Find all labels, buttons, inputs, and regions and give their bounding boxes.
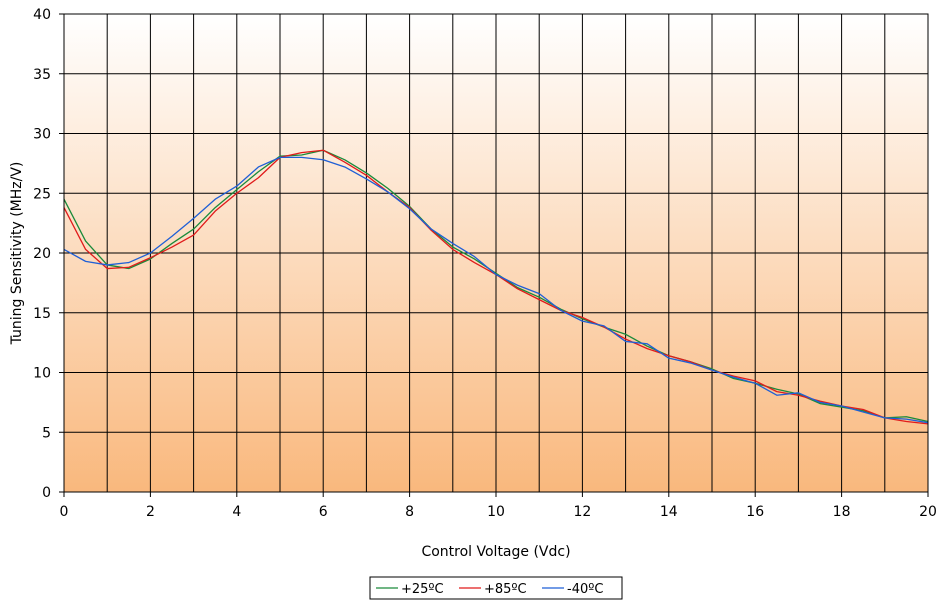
legend-box bbox=[369, 576, 623, 600]
x-tick-label: 0 bbox=[60, 504, 69, 520]
x-axis-ticks: 0 2 4 6 8 10 12 14 16 18 20 bbox=[60, 492, 937, 520]
y-tick-label: 35 bbox=[33, 67, 51, 83]
x-tick-label: 14 bbox=[660, 504, 678, 520]
y-tick-label: 5 bbox=[42, 425, 51, 441]
y-axis-ticks: 0 5 10 15 20 25 30 35 40 bbox=[33, 7, 64, 501]
legend: +25ºC +85ºC -40ºC bbox=[369, 576, 623, 600]
series-line-2 bbox=[63, 156, 929, 424]
x-tick-label: 16 bbox=[746, 504, 764, 520]
y-tick-label: 0 bbox=[42, 485, 51, 501]
legend-label: +85ºC bbox=[484, 582, 527, 597]
y-axis-label: Tuning Sensitivity (MHz/V) bbox=[9, 162, 25, 346]
series-line-0 bbox=[63, 149, 929, 423]
y-tick-label: 10 bbox=[33, 366, 51, 382]
y-tick-label: 25 bbox=[33, 186, 51, 202]
series-layer bbox=[63, 149, 929, 425]
x-tick-label: 8 bbox=[405, 504, 414, 520]
y-tick-label: 15 bbox=[33, 306, 51, 322]
x-tick-label: 2 bbox=[146, 504, 155, 520]
grid bbox=[64, 14, 928, 492]
y-tick-label: 30 bbox=[33, 127, 51, 143]
x-tick-label: 4 bbox=[232, 504, 241, 520]
x-tick-label: 18 bbox=[833, 504, 851, 520]
legend-label: +25ºC bbox=[401, 582, 444, 597]
x-tick-label: 10 bbox=[487, 504, 505, 520]
x-tick-label: 6 bbox=[319, 504, 328, 520]
legend-label: -40ºC bbox=[567, 582, 603, 597]
x-tick-label: 12 bbox=[573, 504, 591, 520]
y-tick-label: 40 bbox=[33, 7, 51, 23]
y-tick-label: 20 bbox=[33, 246, 51, 262]
x-tick-label: 20 bbox=[919, 504, 937, 520]
x-axis-label: Control Voltage (Vdc) bbox=[421, 544, 570, 560]
